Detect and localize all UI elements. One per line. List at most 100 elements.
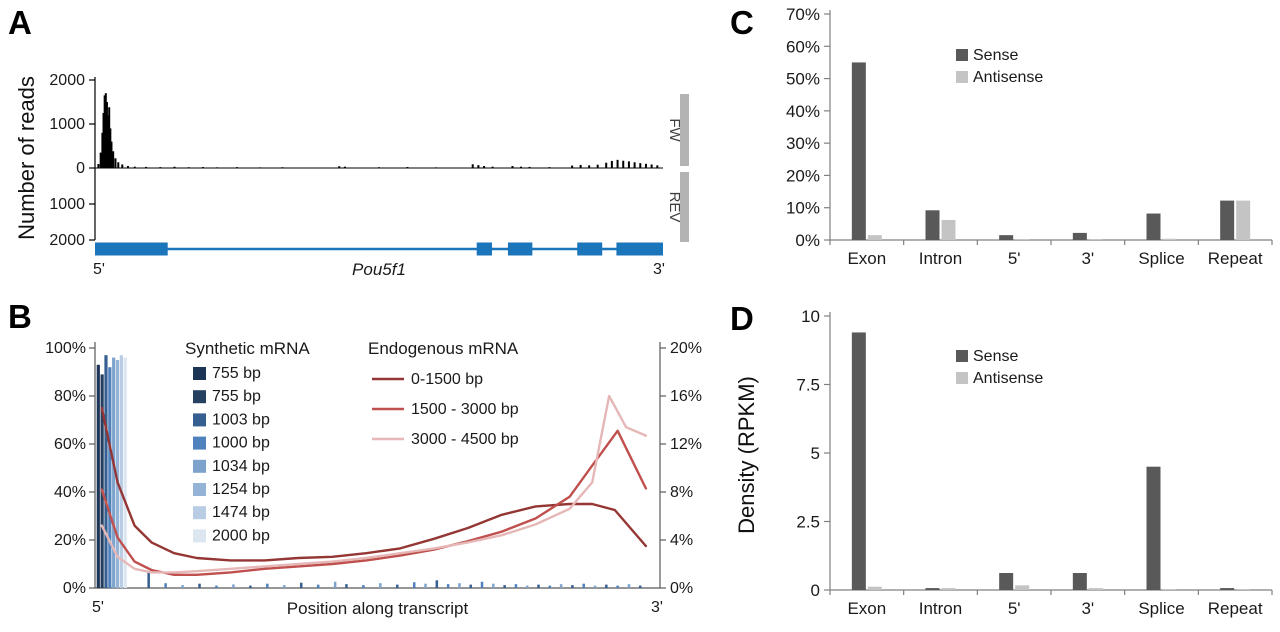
coverage-spike — [103, 95, 106, 168]
ytick-label: 5 — [811, 444, 820, 463]
ytick-label: 50% — [786, 70, 820, 89]
coverage-spike — [616, 159, 619, 168]
sense-bar-Exon — [851, 332, 866, 590]
synthetic-legend-label: 1254 bp — [212, 481, 270, 498]
coverage-spike — [173, 166, 176, 168]
synthetic-bar — [123, 357, 127, 588]
sense-bar-Splice — [1146, 466, 1161, 590]
synthetic-scatter-bar — [503, 585, 506, 588]
synthetic-legend-label: 1000 bp — [212, 435, 270, 452]
left-ytick-label: 100% — [45, 340, 86, 357]
synthetic-scatter-bar — [469, 584, 472, 588]
coverage-spike — [338, 166, 341, 168]
antisense-bar-Intron — [941, 588, 956, 590]
gene-exons — [95, 242, 663, 256]
synthetic-scatter-bar — [215, 585, 218, 588]
ytick-label: 40% — [786, 102, 820, 121]
legend-swatch — [193, 459, 206, 473]
coverage-spike — [216, 167, 219, 168]
coverage-spike — [477, 165, 480, 168]
coverage-spike — [107, 115, 110, 168]
ytick-label: 10 — [801, 307, 820, 326]
antisense-bar-3 — [1088, 239, 1103, 240]
synthetic-legend-label: 755 bp — [212, 365, 261, 382]
synthetic-scatter-bar — [424, 583, 427, 588]
synthetic-scatter-bar — [605, 584, 608, 588]
coverage-spike — [101, 132, 104, 168]
coverage-spike — [145, 166, 148, 168]
panel-d-density-bar-chart: 0 2.5 5 7.5 10 Exon Intron 5' 3' Splice Repeat Sens… — [796, 307, 1273, 618]
category-label: Intron — [919, 249, 962, 268]
synthetic-bar — [115, 360, 120, 588]
endogenous-line-1500-3000bp — [100, 429, 648, 576]
synthetic-legend-label: 2000 bp — [212, 527, 270, 544]
legend-swatch — [956, 372, 968, 384]
ytick-label: 7.5 — [796, 376, 820, 395]
synthetic-legend-label: 1034 bp — [212, 458, 270, 475]
synthetic-scatter-bar — [412, 582, 416, 588]
coverage-spike — [121, 164, 124, 168]
category-label: Splice — [1138, 249, 1184, 268]
rev-strand-label: REV — [666, 192, 683, 223]
legend-label: Sense — [973, 47, 1018, 64]
sense-bar-5 — [999, 573, 1014, 590]
synthetic-scatter-bar — [571, 585, 574, 588]
ytick-label: 10% — [786, 199, 820, 218]
coverage-spike — [596, 164, 599, 168]
coverage-spike — [650, 164, 653, 168]
synthetic-bar — [104, 355, 108, 588]
sense-bar-Repeat — [1220, 200, 1235, 240]
ytick-label: 0 — [811, 581, 820, 600]
synthetic-scatter-bar — [333, 581, 337, 588]
panel-d-label: D — [730, 300, 754, 337]
gene-exon — [507, 242, 533, 256]
gene-exon — [616, 242, 663, 256]
coverage-spike — [112, 151, 115, 168]
synthetic-scatter-bar — [249, 585, 252, 588]
coverage-spike — [187, 167, 190, 168]
ytick-label: 20% — [786, 166, 820, 185]
synthetic-scatter-bar — [525, 585, 529, 588]
synthetic-scatter-bar — [548, 585, 552, 588]
synthetic-scatter-bar — [299, 582, 303, 588]
endogenous-legend-label: 3000 - 4500 bp — [411, 431, 519, 448]
panel-c-percent-bar-chart: 0% 10% 20% 30% 40% 50% 60% 70% Exon Intron 5' 3' Spl… — [786, 5, 1273, 268]
sense-bar-Splice — [1146, 213, 1161, 240]
panel-a-ytick-label: 0 — [76, 160, 85, 177]
forward-read-coverage — [97, 93, 659, 168]
x-axis-title: Position along transcript — [287, 599, 469, 618]
coverage-spike — [511, 166, 514, 168]
coverage-spike — [627, 161, 630, 168]
right-ytick-label: 8% — [670, 484, 693, 501]
endogenous-legend-label: 1500 - 3000 bp — [411, 401, 519, 418]
coverage-spike — [343, 166, 346, 168]
synthetic-scatter-bar — [232, 584, 235, 588]
legend-swatch — [193, 483, 206, 496]
coverage-spike — [114, 158, 117, 168]
five-prime-label: 5' — [93, 261, 105, 278]
antisense-bar-Splice — [1162, 589, 1177, 590]
sense-bar-Exon — [851, 62, 866, 240]
coverage-spike — [588, 165, 591, 168]
coverage-spike — [236, 167, 238, 168]
endogenous-line-0-1500bp — [100, 406, 648, 562]
antisense-bar-Repeat — [1236, 589, 1251, 590]
endogenous-legend-label: 0-1500 bp — [411, 371, 483, 388]
legend-swatch — [193, 529, 206, 543]
five-prime-label: 5' — [92, 599, 104, 616]
left-ytick-label: 80% — [54, 388, 86, 405]
legend-swatch — [193, 413, 206, 427]
synthetic-scatter-bar — [446, 584, 450, 588]
legend-swatch — [956, 350, 968, 362]
synthetic-bar — [119, 355, 123, 588]
synthetic-scatter-bars — [147, 572, 642, 588]
category-label: Repeat — [1208, 599, 1263, 618]
sense-bar-5 — [999, 235, 1014, 240]
sense-bar-3 — [1072, 232, 1087, 240]
coverage-spike — [133, 166, 136, 168]
category-label: 3' — [1081, 249, 1094, 268]
synthetic-scatter-bar — [316, 584, 320, 588]
antisense-bar-Splice — [1162, 238, 1177, 240]
coverage-spike — [520, 166, 522, 168]
gene-exon — [577, 242, 603, 256]
